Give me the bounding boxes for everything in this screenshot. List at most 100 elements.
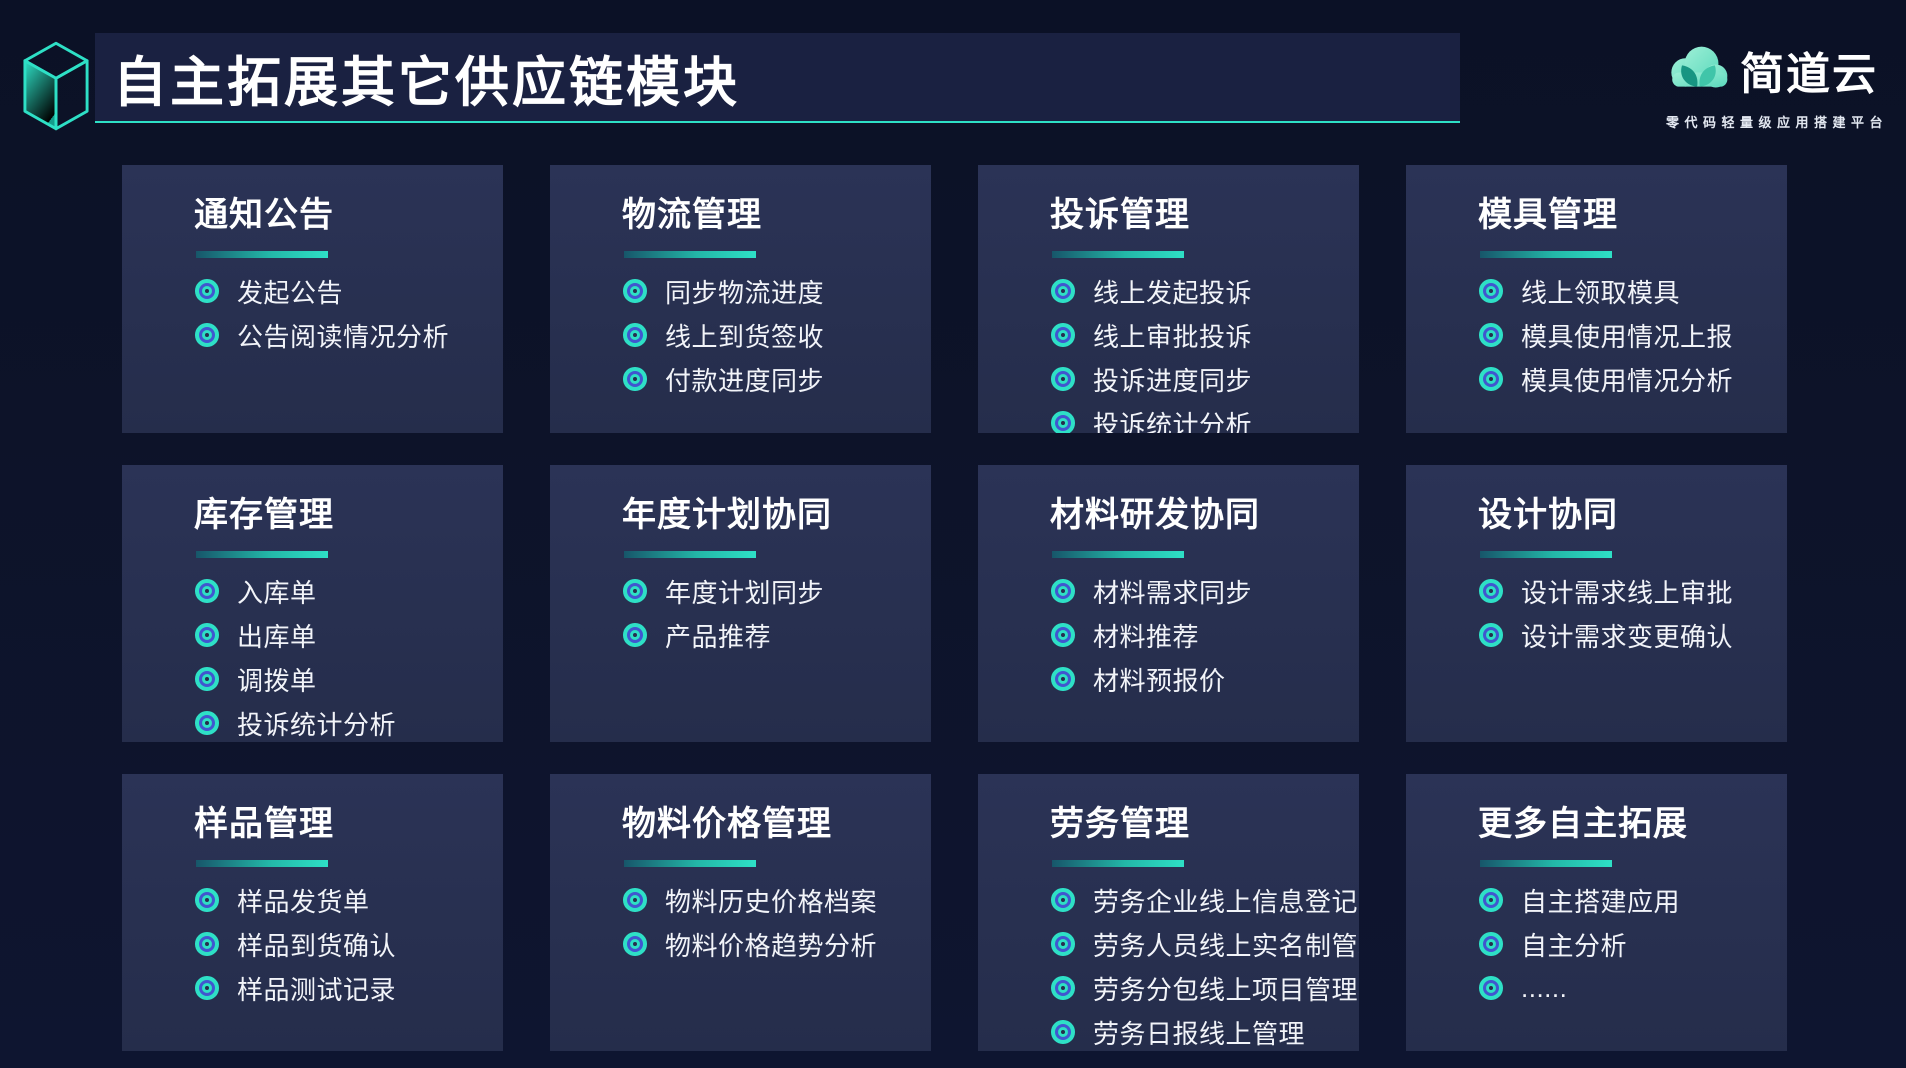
- module-card: 设计协同 设计需求线上审批 设计需求变更确认: [1406, 465, 1787, 742]
- title-underline: [1480, 551, 1612, 558]
- ring-bullet-icon: [1486, 895, 1496, 905]
- list-item: 产品推荐: [622, 620, 911, 652]
- ring-bullet-icon: [1058, 374, 1068, 384]
- list-item: ......: [1478, 973, 1767, 1003]
- list-item: 自主分析: [1478, 929, 1767, 961]
- title-underline: [196, 860, 328, 867]
- list-item: 设计需求线上审批: [1478, 576, 1767, 608]
- list-item-label: 劳务人员线上实名制管理: [1093, 930, 1359, 961]
- brand-name: 简道云: [1740, 50, 1878, 99]
- list-item-label: 材料预报价: [1093, 665, 1226, 696]
- title-underline: [1480, 860, 1612, 867]
- list-item: 材料预报价: [1050, 664, 1339, 696]
- list-item-label: 样品测试记录: [237, 974, 397, 1005]
- ring-bullet-icon: [1486, 374, 1496, 384]
- list-item: 付款进度同步: [622, 364, 911, 396]
- list-item-label: 设计需求变更确认: [1521, 621, 1734, 652]
- header-band: 自主拓展其它供应链模块: [95, 33, 1460, 123]
- module-item-list: 线上发起投诉 线上审批投诉 投诉进度同步 投诉统计分析: [1050, 276, 1339, 433]
- module-item-list: 设计需求线上审批 设计需求变更确认: [1478, 576, 1767, 652]
- list-item-label: 样品发货单: [237, 886, 370, 917]
- list-item: 发起公告: [194, 276, 483, 308]
- list-item-label: 投诉进度同步: [1093, 365, 1253, 396]
- list-item: 样品到货确认: [194, 929, 483, 961]
- title-underline: [624, 551, 756, 558]
- module-card: 劳务管理 劳务企业线上信息登记 劳务人员线上实名制管理 劳务分包线上项目管理 劳…: [978, 774, 1359, 1051]
- list-item-label: 年度计划同步: [665, 577, 825, 608]
- list-item-label: 线上审批投诉: [1093, 321, 1253, 352]
- title-underline: [1480, 251, 1612, 258]
- list-item-label: ......: [1521, 972, 1568, 1003]
- module-item-list: 物料历史价格档案 物料价格趋势分析: [622, 885, 911, 961]
- list-item: 投诉统计分析: [194, 708, 483, 740]
- list-item-label: 自主分析: [1521, 930, 1628, 961]
- ring-bullet-icon: [1486, 630, 1496, 640]
- list-item: 投诉统计分析: [1050, 408, 1339, 433]
- list-item: 材料推荐: [1050, 620, 1339, 652]
- module-item-list: 材料需求同步 材料推荐 材料预报价: [1050, 576, 1339, 696]
- list-item: 线上审批投诉: [1050, 320, 1339, 352]
- ring-bullet-icon: [1058, 895, 1068, 905]
- module-card: 物料价格管理 物料历史价格档案 物料价格趋势分析: [550, 774, 931, 1051]
- ring-bullet-icon: [1486, 586, 1496, 596]
- ring-bullet-icon: [202, 630, 212, 640]
- module-item-list: 入库单 出库单 调拨单 投诉统计分析: [194, 576, 483, 740]
- list-item: 同步物流进度: [622, 276, 911, 308]
- title-underline: [1052, 251, 1184, 258]
- module-card: 投诉管理 线上发起投诉 线上审批投诉 投诉进度同步 投诉统计分析: [978, 165, 1359, 433]
- ring-bullet-icon: [1486, 286, 1496, 296]
- module-card-title: 设计协同: [1478, 496, 1618, 534]
- module-card: 通知公告 发起公告 公告阅读情况分析: [122, 165, 503, 433]
- module-card-title: 库存管理: [194, 496, 334, 534]
- list-item: 年度计划同步: [622, 576, 911, 608]
- module-card: 物流管理 同步物流进度 线上到货签收 付款进度同步: [550, 165, 931, 433]
- list-item: 自主搭建应用: [1478, 885, 1767, 917]
- module-item-list: 线上领取模具 模具使用情况上报 模具使用情况分析: [1478, 276, 1767, 396]
- list-item: 物料价格趋势分析: [622, 929, 911, 961]
- list-item-label: 出库单: [237, 621, 317, 652]
- ring-bullet-icon: [1058, 330, 1068, 340]
- list-item-label: 材料需求同步: [1093, 577, 1253, 608]
- list-item: 样品发货单: [194, 885, 483, 917]
- module-card-title: 投诉管理: [1050, 196, 1190, 234]
- ring-bullet-icon: [202, 983, 212, 993]
- list-item-label: 模具使用情况上报: [1521, 321, 1734, 352]
- list-item-label: 同步物流进度: [665, 277, 825, 308]
- list-item-label: 劳务企业线上信息登记: [1093, 886, 1359, 917]
- ring-bullet-icon: [630, 286, 640, 296]
- list-item: 劳务人员线上实名制管理: [1050, 929, 1359, 961]
- page-title: 自主拓展其它供应链模块: [113, 52, 740, 113]
- ring-bullet-icon: [630, 330, 640, 340]
- cloud-logo-icon: [1666, 42, 1730, 99]
- list-item-label: 线上到货签收: [665, 321, 825, 352]
- ring-bullet-icon: [202, 718, 212, 728]
- ring-bullet-icon: [630, 586, 640, 596]
- ring-bullet-icon: [1058, 983, 1068, 993]
- module-card-title: 劳务管理: [1050, 805, 1190, 843]
- list-item-label: 物料价格趋势分析: [665, 930, 878, 961]
- ring-bullet-icon: [1058, 418, 1068, 428]
- ring-bullet-icon: [1486, 939, 1496, 949]
- list-item: 设计需求变更确认: [1478, 620, 1767, 652]
- list-item: 物料历史价格档案: [622, 885, 911, 917]
- list-item-label: 劳务分包线上项目管理: [1093, 974, 1359, 1005]
- list-item: 线上到货签收: [622, 320, 911, 352]
- list-item-label: 模具使用情况分析: [1521, 365, 1734, 396]
- ring-bullet-icon: [630, 895, 640, 905]
- list-item-label: 设计需求线上审批: [1521, 577, 1734, 608]
- list-item: 调拨单: [194, 664, 483, 696]
- list-item-label: 材料推荐: [1093, 621, 1200, 652]
- title-underline: [624, 860, 756, 867]
- list-item: 劳务企业线上信息登记: [1050, 885, 1358, 917]
- list-item-label: 物料历史价格档案: [665, 886, 878, 917]
- list-item: 投诉进度同步: [1050, 364, 1339, 396]
- list-item-label: 投诉统计分析: [237, 709, 397, 740]
- brand-tagline: 零代码轻量级应用搭建平台: [1666, 115, 1889, 130]
- title-underline: [196, 551, 328, 558]
- title-underline: [196, 251, 328, 258]
- list-item-label: 投诉统计分析: [1093, 409, 1253, 434]
- list-item-label: 发起公告: [237, 277, 344, 308]
- module-item-list: 劳务企业线上信息登记 劳务人员线上实名制管理 劳务分包线上项目管理 劳务日报线上…: [1050, 885, 1359, 1049]
- module-card-title: 材料研发协同: [1050, 496, 1260, 534]
- module-card-title: 更多自主拓展: [1478, 805, 1688, 843]
